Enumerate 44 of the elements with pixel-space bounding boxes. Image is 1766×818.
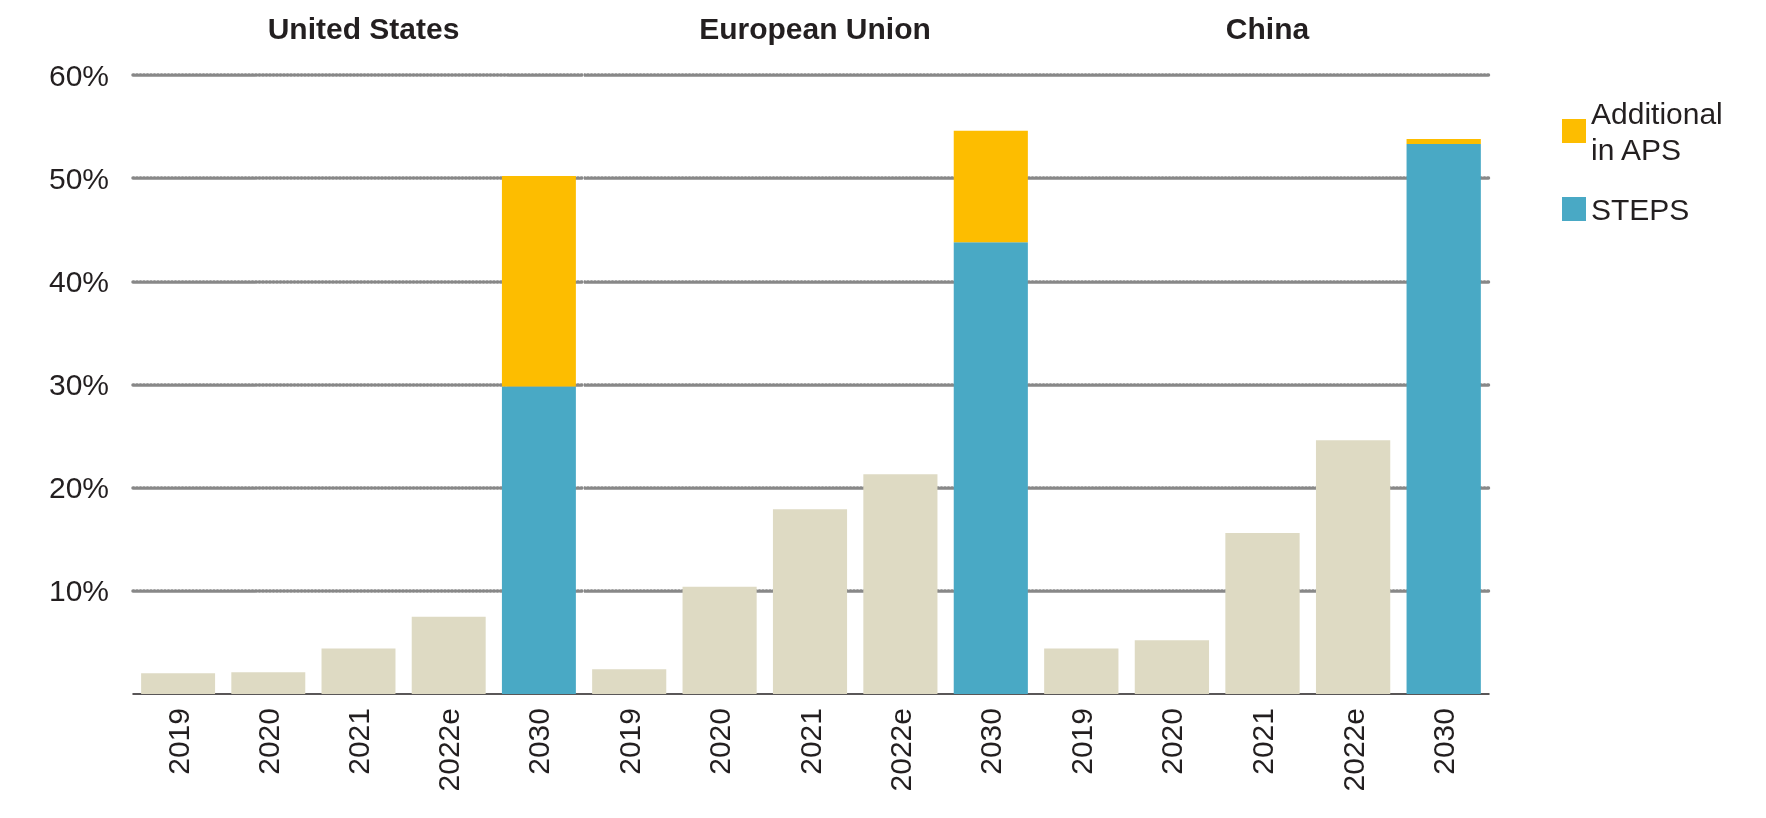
legend-label: STEPS (1591, 192, 1690, 226)
x-tick-label: 2020 (251, 708, 285, 775)
x-tick-label: 2020 (1155, 708, 1189, 775)
bar (592, 669, 667, 694)
x-tick-label: 2021 (1246, 708, 1279, 775)
chart-title: China (1225, 11, 1310, 45)
bar (141, 673, 216, 694)
y-tick-label: 20% (48, 471, 109, 505)
y-tick-label: 10% (48, 574, 109, 608)
y-tick-label: 50% (48, 161, 109, 195)
x-tick-label: 2030 (522, 708, 556, 775)
bar (1315, 440, 1391, 694)
chart-title: United States (267, 11, 460, 45)
bar (501, 176, 576, 387)
x-tick-label: 2019 (1064, 708, 1098, 775)
x-tick-label: 2022e (432, 708, 466, 792)
bar (1134, 640, 1210, 694)
y-tick-label: 30% (48, 368, 109, 401)
bar (501, 386, 576, 694)
bar (1406, 144, 1481, 694)
y-tick-label: 60% (48, 58, 109, 92)
x-tick-label: 2019 (612, 708, 646, 775)
bar (1406, 138, 1481, 145)
x-tick-label: 2030 (1427, 708, 1461, 775)
x-tick-label: 2019 (161, 708, 195, 775)
bar (231, 672, 306, 694)
x-tick-label: 2022e (883, 708, 917, 792)
bar (772, 509, 848, 694)
x-tick-label: 2030 (974, 708, 1008, 775)
bar (321, 648, 396, 694)
x-tick-label: 2020 (703, 708, 737, 775)
bar (1225, 533, 1300, 694)
legend-label: Additional in APS (1591, 96, 1732, 166)
x-tick-label: 2021 (342, 708, 375, 775)
bar (411, 616, 486, 694)
x-tick-label: 2022e (1336, 708, 1370, 792)
y-tick-label: 40% (48, 264, 109, 298)
bar (1044, 648, 1119, 694)
bar (953, 130, 1028, 243)
x-tick-label: 2021 (793, 708, 827, 775)
bar (682, 586, 757, 694)
bar (953, 242, 1028, 694)
chart-title: European Union (699, 11, 931, 45)
bar (863, 474, 938, 694)
